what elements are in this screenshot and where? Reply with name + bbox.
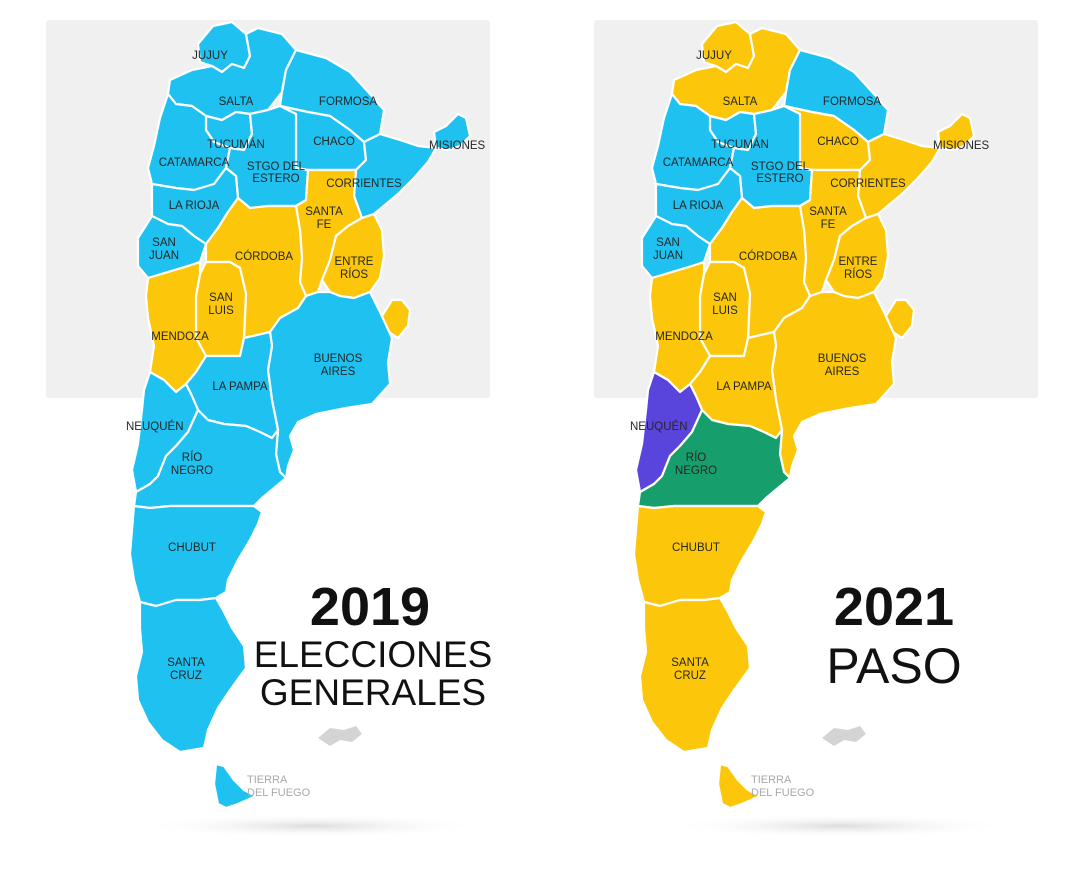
province-label-salta: SALTA (219, 96, 254, 108)
province-label-chaco: CHACO (313, 136, 355, 148)
province-label-salta: SALTA (723, 96, 758, 108)
province-label-la-rioja: LA RIOJA (169, 200, 220, 212)
province-label-san-luis-line-1: SAN (713, 292, 737, 304)
province-label-la-pampa: LA PAMPA (212, 381, 268, 393)
map-2019-subtitle-line-2: GENERALES (259, 672, 487, 713)
province-label-rio-negro-line-1: RÍO (686, 451, 707, 464)
province-label-chubut: CHUBUT (672, 542, 720, 554)
province-label-formosa: FORMOSA (319, 96, 377, 108)
province-label-santa-cruz-line-1: SANTA (167, 657, 205, 669)
province-label-cordoba: CÓRDOBA (739, 250, 797, 263)
province-label-misiones: MISIONES (429, 140, 486, 152)
province-label-catamarca: CATAMARCA (159, 157, 230, 169)
map-2021-subtitle: PASO (826, 638, 962, 694)
province-label-san-luis-line-1: SAN (209, 292, 233, 304)
province-label-buenos-aires-line-2: AIRES (825, 366, 860, 378)
province-label-santiago-line-2: ESTERO (252, 173, 299, 185)
province-label-chubut: CHUBUT (168, 542, 216, 554)
province-label-chaco: CHACO (817, 136, 859, 148)
province-label-tierra-del-fuego-line-1: TIERRA (751, 774, 792, 786)
province-label-rio-negro-line-2: NEGRO (171, 465, 213, 477)
province-label-santa-fe-line-1: SANTA (809, 206, 847, 218)
province-label-santiago-line-1: STGO DEL (247, 161, 306, 173)
province-label-buenos-aires-line-2: AIRES (321, 366, 356, 378)
province-label-santa-cruz-line-2: CRUZ (170, 670, 202, 682)
province-santa-cruz (638, 596, 752, 754)
province-buenos-aires (266, 290, 394, 480)
map-2019-subtitle-line-1: ELECCIONES (253, 634, 493, 675)
province-label-santa-fe-line-2: FE (317, 219, 332, 231)
province-label-tierra-del-fuego-line-1: TIERRA (247, 774, 288, 786)
province-entre-rios (320, 212, 386, 300)
province-misiones (432, 112, 472, 152)
province-label-santiago-line-1: STGO DEL (751, 161, 810, 173)
province-label-santiago-line-2: ESTERO (756, 173, 803, 185)
map-shadow (142, 814, 482, 838)
province-label-santa-fe-line-2: FE (821, 219, 836, 231)
province-buenos-aires (770, 290, 898, 480)
province-label-misiones: MISIONES (933, 140, 990, 152)
map-2019-year: 2019 (309, 577, 431, 637)
province-label-formosa: FORMOSA (823, 96, 881, 108)
province-label-entre-rios-line-1: ENTRE (839, 256, 878, 268)
province-label-jujuy: JUJUY (696, 50, 732, 62)
province-label-tucuman: TUCUMÁN (711, 138, 769, 151)
province-label-san-juan-line-2: JUAN (149, 250, 179, 262)
province-label-neuquen: NEUQUÉN (630, 420, 688, 433)
province-label-rio-negro-line-1: RÍO (182, 451, 203, 464)
province-label-neuquen: NEUQUÉN (126, 420, 184, 433)
province-label-santa-fe-line-1: SANTA (305, 206, 343, 218)
province-chubut (632, 504, 768, 608)
province-label-buenos-aires-line-1: BUENOS (314, 353, 363, 365)
province-label-san-juan-line-2: JUAN (653, 250, 683, 262)
province-label-tucuman: TUCUMÁN (207, 138, 265, 151)
province-label-san-luis-line-2: LUIS (712, 305, 738, 317)
province-label-tierra-del-fuego-line-2: DEL FUEGO (247, 787, 311, 799)
map-2021-year: 2021 (833, 577, 955, 637)
province-label-entre-rios-line-2: RÍOS (844, 268, 872, 281)
province-santa-cruz (134, 596, 248, 754)
province-label-cordoba: CÓRDOBA (235, 250, 293, 263)
province-tierra-del-fuego (212, 762, 258, 810)
province-chubut (128, 504, 264, 608)
province-label-santa-cruz-line-2: CRUZ (674, 670, 706, 682)
map-2019: JUJUY SALTA FORMOSA CHACO TUCUMÁN CATAMARCA LA… (46, 20, 490, 838)
province-label-san-juan-line-1: SAN (656, 237, 680, 249)
islands-shape (822, 726, 866, 746)
province-label-tierra-del-fuego-line-2: DEL FUEGO (751, 787, 815, 799)
map-2021: JUJUY SALTA FORMOSA CHACO TUCUMÁN CATAMARCA LA… (594, 20, 1038, 838)
map-shadow (670, 814, 1010, 838)
province-entre-rios (824, 212, 890, 300)
province-misiones (936, 112, 976, 152)
province-label-la-rioja: LA RIOJA (673, 200, 724, 212)
province-tierra-del-fuego (716, 762, 762, 810)
province-label-san-luis-line-2: LUIS (208, 305, 234, 317)
province-label-san-juan-line-1: SAN (152, 237, 176, 249)
province-label-corrientes: CORRIENTES (830, 178, 906, 190)
province-label-mendoza: MENDOZA (151, 331, 209, 343)
province-label-corrientes: CORRIENTES (326, 178, 402, 190)
province-label-rio-negro-line-2: NEGRO (675, 465, 717, 477)
province-label-catamarca: CATAMARCA (663, 157, 734, 169)
province-label-entre-rios-line-1: ENTRE (335, 256, 374, 268)
province-label-entre-rios-line-2: RÍOS (340, 268, 368, 281)
province-label-buenos-aires-line-1: BUENOS (818, 353, 867, 365)
province-label-la-pampa: LA PAMPA (716, 381, 772, 393)
province-label-jujuy: JUJUY (192, 50, 228, 62)
province-label-mendoza: MENDOZA (655, 331, 713, 343)
islands-shape (318, 726, 362, 746)
province-label-santa-cruz-line-1: SANTA (671, 657, 709, 669)
